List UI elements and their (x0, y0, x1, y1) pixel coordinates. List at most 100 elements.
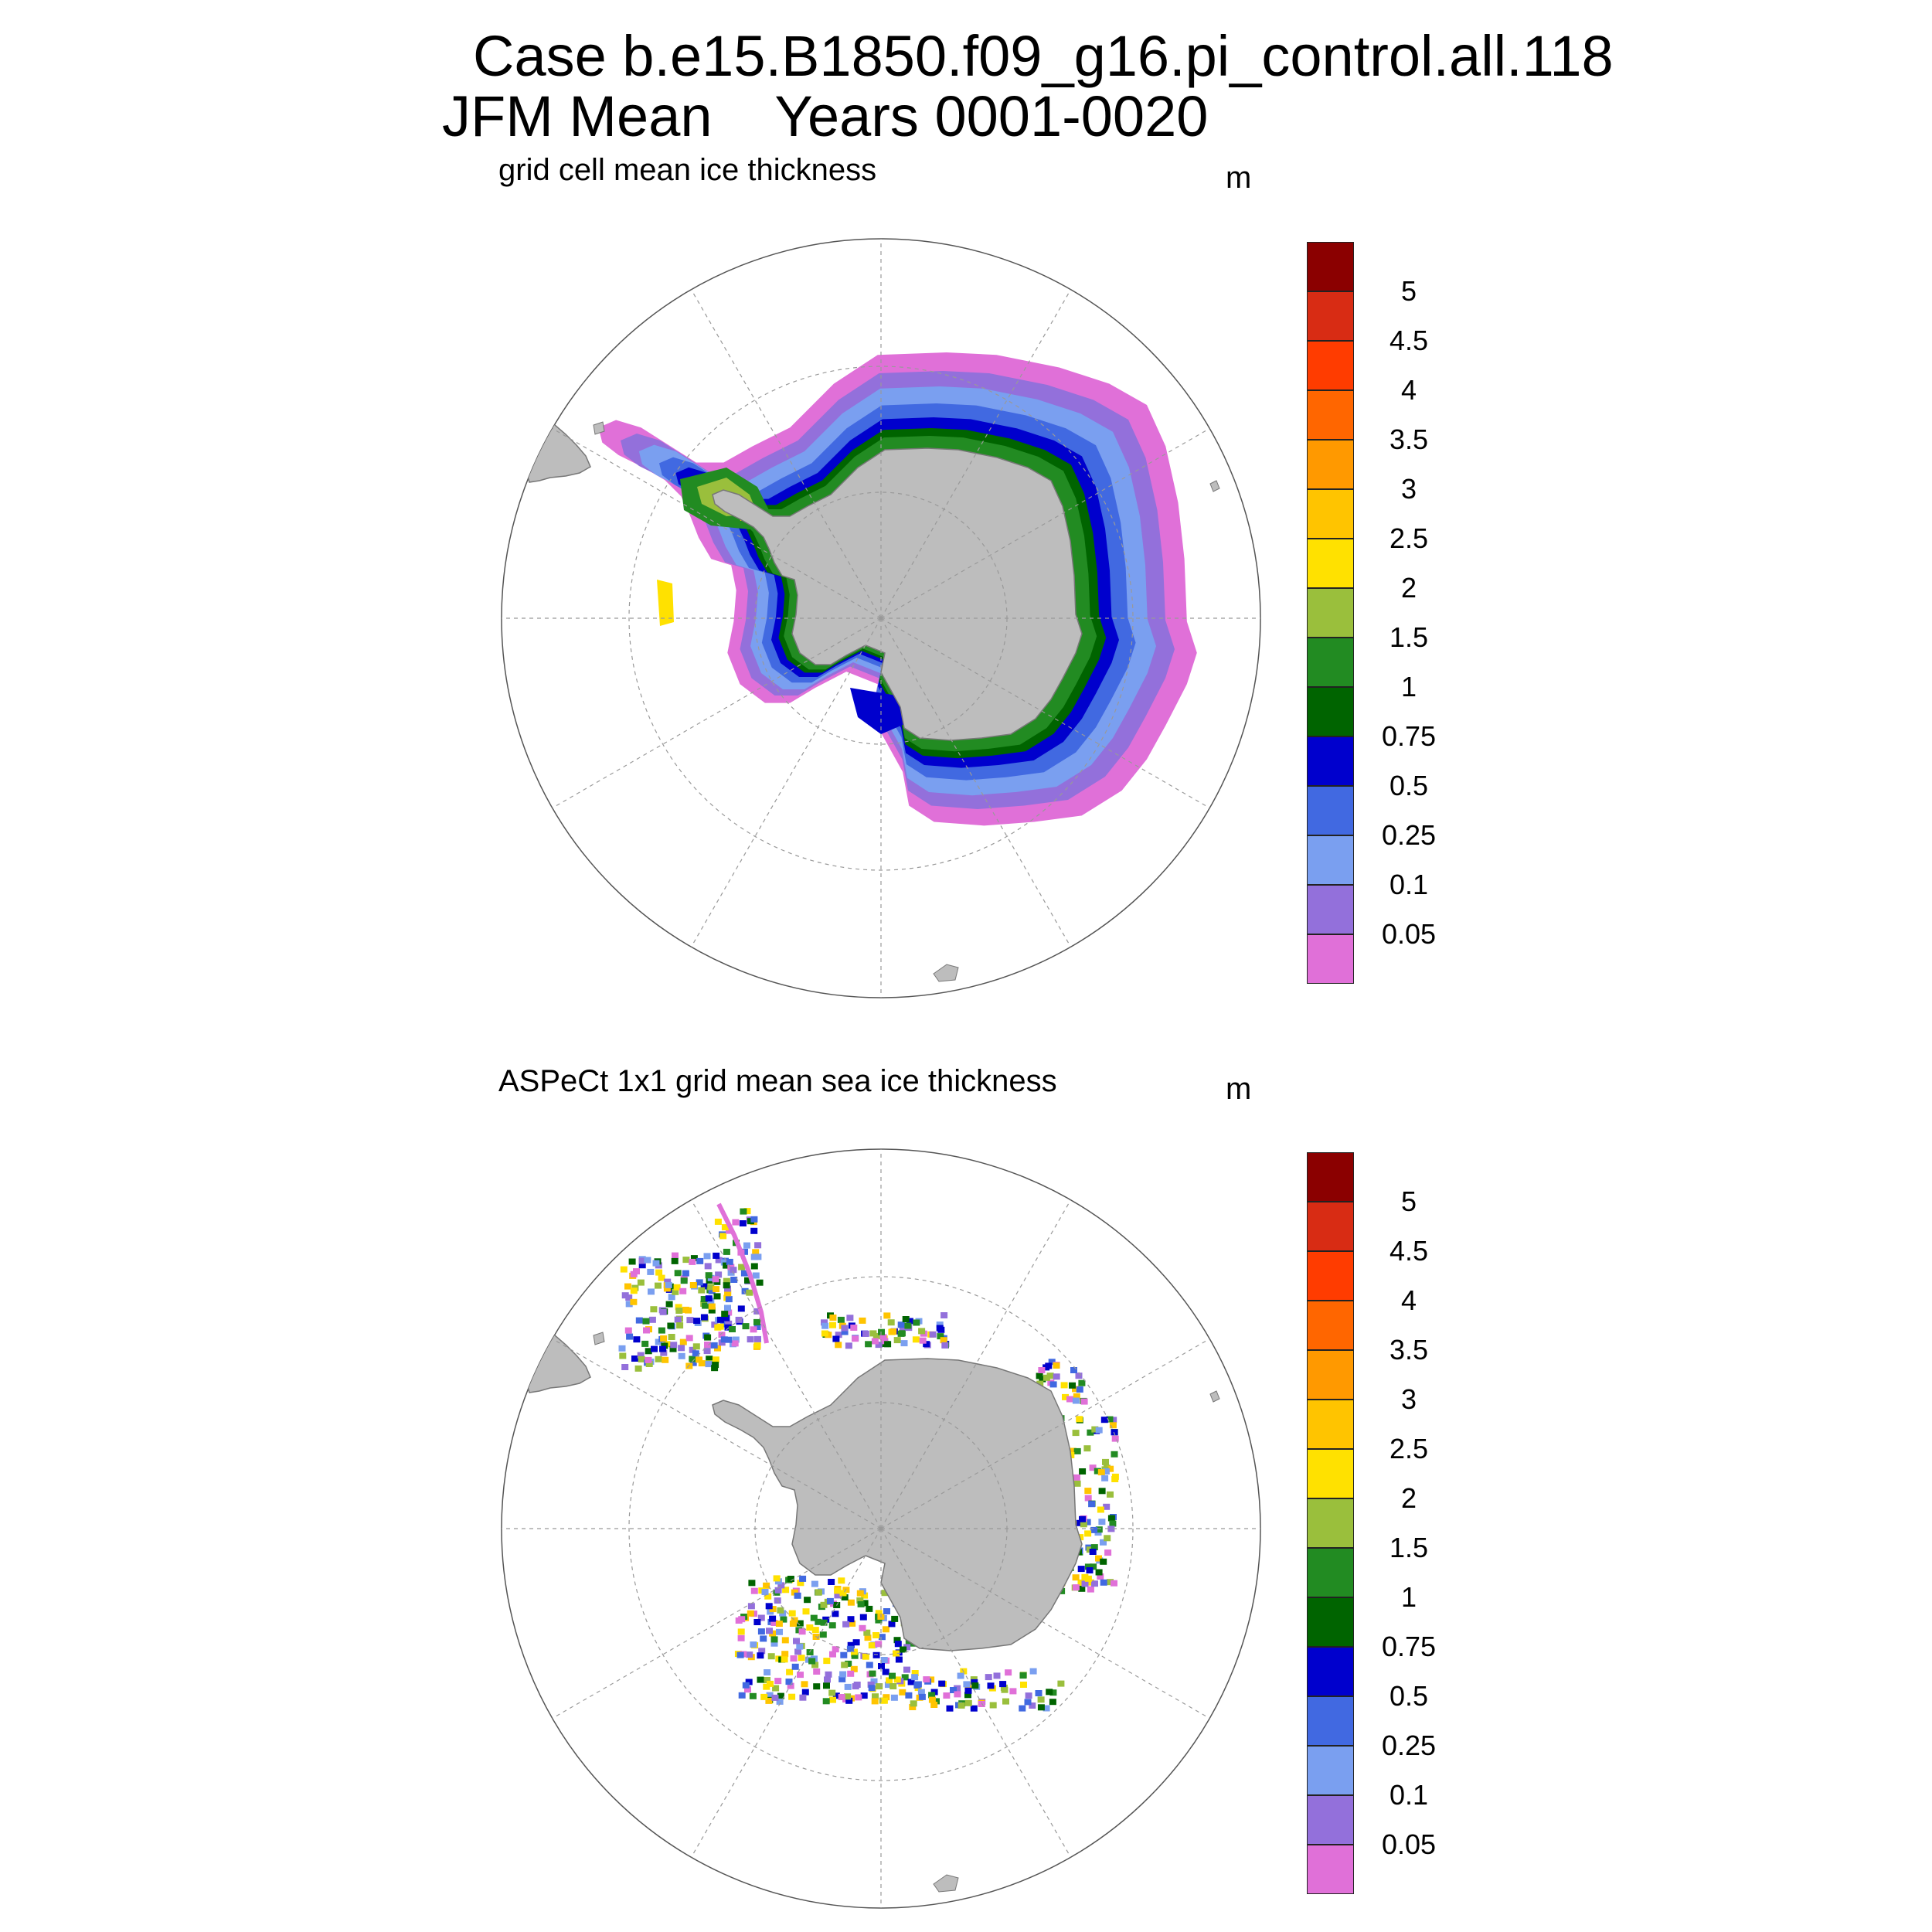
observation-cell (1084, 1488, 1092, 1495)
observation-cell (730, 1277, 738, 1283)
observation-cell (1086, 1567, 1094, 1573)
colorbar-swatch (1307, 736, 1354, 786)
observation-cell (1079, 1468, 1087, 1475)
observation-cell (823, 1682, 830, 1689)
observation-cell (723, 1262, 730, 1269)
observation-cell (1002, 1698, 1009, 1705)
observation-cell (712, 1362, 719, 1369)
observation-cell (1091, 1580, 1098, 1587)
longitude-line (552, 617, 882, 809)
colorbar-swatch (1307, 1202, 1354, 1251)
observation-cell (882, 1626, 889, 1633)
observation-cell (1095, 1569, 1103, 1576)
observation-cell (776, 1628, 783, 1635)
observation-cell (655, 1269, 663, 1276)
observation-cell (851, 1652, 859, 1659)
observation-cell (797, 1672, 804, 1679)
observation-cell (705, 1295, 713, 1302)
colorbar-tick-label: 0.25 (1381, 819, 1437, 851)
observation-cell (864, 1634, 872, 1641)
observation-cell (670, 1342, 678, 1349)
observation-cell (940, 1312, 948, 1318)
observation-cell (651, 1345, 658, 1352)
observation-cell (771, 1694, 779, 1701)
observation-cell (862, 1653, 869, 1660)
colorbar-swatch (1307, 687, 1354, 736)
observation-cell (788, 1610, 796, 1617)
colorbar-tick-label: 0.1 (1389, 1779, 1429, 1811)
observation-cell (774, 1587, 782, 1594)
colorbar-swatch (1307, 1696, 1354, 1746)
thick-ice-patch (850, 688, 908, 734)
observation-cell (678, 1352, 685, 1359)
colorbar-tick-label: 2 (1400, 572, 1417, 604)
observation-cell (1077, 1566, 1085, 1573)
observation-cell (1029, 1702, 1036, 1709)
observation-cell (669, 1345, 677, 1352)
observation-cell (1072, 1397, 1080, 1404)
observation-cell (756, 1279, 764, 1286)
observation-cell (903, 1644, 911, 1651)
observation-cell (704, 1342, 711, 1348)
observation-cell (711, 1365, 719, 1372)
observation-cell (828, 1622, 836, 1629)
falkland-islands (593, 421, 605, 435)
observation-cell (904, 1322, 912, 1329)
observation-cell (1098, 1488, 1106, 1495)
observation-cell (857, 1600, 865, 1607)
observation-cell (1057, 1680, 1065, 1687)
observation-cell (794, 1648, 802, 1655)
observation-cell (631, 1355, 638, 1362)
observation-cell (957, 1702, 965, 1709)
observation-cell (747, 1603, 755, 1610)
observation-cell (630, 1287, 638, 1294)
panel-2-polar-map (501, 1148, 1261, 1909)
observation-cell (821, 1330, 828, 1337)
observation-cell (660, 1349, 668, 1356)
observation-cell (764, 1593, 772, 1600)
observation-cell (838, 1675, 846, 1682)
observation-cell (1037, 1696, 1045, 1703)
observation-cell (938, 1680, 946, 1687)
colorbar-swatch (1307, 1498, 1354, 1548)
observation-cell (660, 1335, 668, 1342)
observation-cell (1053, 1373, 1060, 1380)
observation-cell (642, 1318, 650, 1325)
observation-cell (872, 1632, 879, 1638)
observation-cell (954, 1691, 961, 1698)
observation-cell (705, 1272, 713, 1279)
observation-cell (845, 1342, 852, 1349)
colorbar-swatch (1307, 1795, 1354, 1845)
observation-cell (868, 1685, 876, 1692)
observation-cell (1080, 1521, 1087, 1528)
observation-cell (911, 1670, 919, 1676)
observation-cell (899, 1689, 906, 1696)
observation-cell (754, 1242, 762, 1249)
observation-cell (846, 1315, 854, 1321)
observation-cell (1049, 1699, 1056, 1706)
observation-cell (718, 1332, 726, 1338)
observation-cell (767, 1653, 775, 1660)
observation-cell (804, 1597, 811, 1604)
observation-cell (732, 1336, 740, 1343)
observation-cell (907, 1679, 915, 1685)
observation-cell (871, 1698, 879, 1705)
observation-cell (1037, 1704, 1045, 1711)
observation-cell (696, 1356, 702, 1363)
observation-cell (689, 1258, 696, 1265)
observation-cell (723, 1315, 730, 1321)
observation-cell (820, 1601, 828, 1608)
observation-cell (1043, 1374, 1050, 1381)
observation-cell (913, 1319, 920, 1326)
observation-cell (865, 1341, 872, 1348)
observation-cell (725, 1320, 733, 1327)
observation-cell (735, 1316, 743, 1323)
observation-cell (844, 1683, 852, 1690)
observation-cell (715, 1257, 723, 1264)
observation-cell (859, 1317, 866, 1324)
observation-cell (1053, 1362, 1060, 1369)
observation-cell (1073, 1480, 1081, 1487)
observation-cell (846, 1645, 854, 1652)
observation-cell (1109, 1520, 1117, 1527)
observation-cell (1102, 1458, 1109, 1465)
